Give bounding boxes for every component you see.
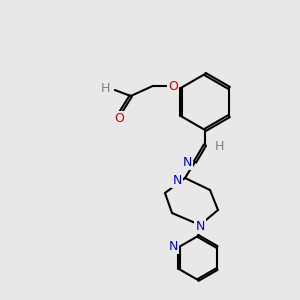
- Text: H: H: [214, 140, 224, 154]
- Text: N: N: [195, 220, 205, 232]
- Text: H: H: [101, 82, 110, 94]
- Text: O: O: [168, 80, 178, 92]
- Text: N: N: [168, 239, 178, 253]
- Text: N: N: [172, 173, 182, 187]
- Text: N: N: [182, 155, 192, 169]
- Text: O: O: [114, 112, 124, 125]
